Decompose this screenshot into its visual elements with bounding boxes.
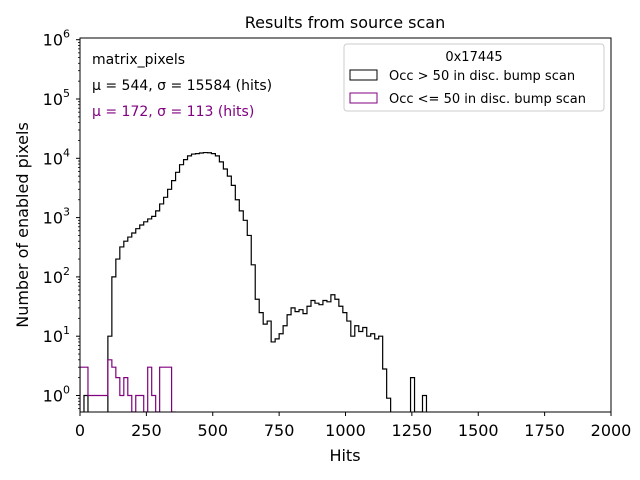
annotation-line3: μ = 172, σ = 113 (hits) (92, 104, 254, 120)
x-tick-label: 1500 (458, 421, 499, 440)
legend-label-series-2: Occ <= 50 in disc. bump scan (389, 92, 586, 107)
stats-annotation: matrix_pixels μ = 544, σ = 15584 (hits) … (92, 52, 272, 120)
annotation-line1: matrix_pixels (92, 52, 185, 68)
x-tick-label: 250 (131, 421, 162, 440)
x-tick-label: 0 (75, 421, 85, 440)
series-layer (80, 151, 428, 412)
series-1-histogram (83, 151, 428, 412)
legend-swatch-series-1 (349, 69, 378, 81)
x-tick-label: 2000 (591, 421, 632, 440)
chart-title: Results from source scan (245, 13, 445, 32)
annotation-line2: μ = 544, σ = 15584 (hits) (92, 78, 272, 94)
legend-title: 0x17445 (445, 50, 502, 65)
series-2-histogram (80, 359, 176, 412)
x-tick-label: 1250 (392, 421, 433, 440)
x-axis: 0 250 500 750 1000 1250 1500 1750 2000 (75, 412, 631, 440)
legend-label-series-1: Occ > 50 in disc. bump scan (389, 69, 575, 84)
x-axis-label: Hits (329, 446, 360, 465)
x-tick-label: 1000 (325, 421, 366, 440)
x-tick-label: 750 (264, 421, 295, 440)
y-axis-label: Number of enabled pixels (13, 122, 32, 328)
legend: 0x17445 Occ > 50 in disc. bump scan Occ … (343, 43, 605, 112)
legend-box (343, 43, 605, 112)
x-tick-label: 1750 (524, 421, 565, 440)
x-tick-label: 500 (197, 421, 228, 440)
legend-swatch-series-2 (349, 92, 378, 104)
